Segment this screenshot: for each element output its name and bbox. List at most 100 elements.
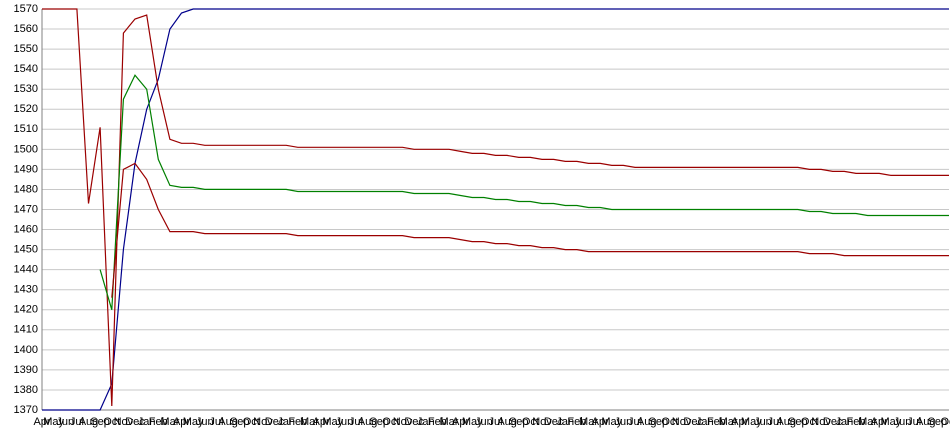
x-tick-label: Jan [835,416,853,428]
y-tick-label: 1560 [14,23,38,35]
x-tick-label: May [601,416,622,428]
x-tick-label: Feb [846,416,865,428]
x-tick-label: Aug [358,416,378,428]
x-tick-label: Jun [615,416,633,428]
x-tick-label: Aug [497,416,517,428]
x-tick-label: Apr [452,416,469,428]
x-tick-label: Nov [672,416,692,428]
x-tick-label: Jun [894,416,912,428]
x-tick-label: Oct [103,416,120,428]
y-tick-label: 1500 [14,143,38,155]
x-tick-label: Jul [209,416,223,428]
x-tick-label: Sep [509,416,529,428]
x-tick-label: Oct [243,416,260,428]
x-tick-label: Jul [488,416,502,428]
y-tick-label: 1570 [14,3,38,15]
x-tick-label: Nov [532,416,552,428]
x-tick-label: Jan [556,416,574,428]
x-tick-label: Apr [731,416,748,428]
x-tick-label: Jun [56,416,74,428]
x-tick-label: Mar [858,416,877,428]
x-tick-label: May [741,416,762,428]
x-tick-label: Nov [811,416,831,428]
x-tick-label: Jun [335,416,353,428]
x-tick-label: Apr [592,416,609,428]
y-tick-label: 1550 [14,43,38,55]
x-tick-label: Jul [907,416,921,428]
y-tick-label: 1390 [14,364,38,376]
x-tick-label: Feb [428,416,447,428]
x-tick-label: Nov [253,416,273,428]
x-tick-label: Aug [916,416,936,428]
x-tick-label: Nov [114,416,134,428]
y-tick-label: 1400 [14,344,38,356]
x-tick-label: Mar [160,416,179,428]
x-tick-label: Dec [125,416,145,428]
x-tick-label: Aug [79,416,99,428]
series-line [42,8,949,407]
x-tick-label: May [183,416,204,428]
x-tick-label: Jul [628,416,642,428]
x-tick-label: Aug [776,416,796,428]
y-tick-label: 1470 [14,203,38,215]
y-tick-label: 1420 [14,304,38,316]
x-tick-label: Apr [313,416,330,428]
y-tick-label: 1380 [14,384,38,396]
x-tick-label: Aug [637,416,657,428]
x-tick-label: Sep [788,416,808,428]
y-tick-label: 1410 [14,324,38,336]
x-tick-label: Feb [288,416,307,428]
x-tick-label: Feb [149,416,168,428]
y-tick-label: 1490 [14,163,38,175]
x-tick-label: Dec [404,416,424,428]
x-tick-label: Feb [567,416,586,428]
x-tick-label: May [43,416,64,428]
y-tick-label: 1480 [14,183,38,195]
x-tick-label: Jun [475,416,493,428]
y-tick-label: 1440 [14,264,38,276]
x-tick-label: May [462,416,483,428]
x-tick-label: Oct [382,416,399,428]
x-tick-label: Mar [300,416,319,428]
x-tick-label: Dec [544,416,564,428]
x-tick-label: Jan [417,416,435,428]
x-tick-label: Sep [369,416,389,428]
x-tick-label: Oct [522,416,539,428]
x-tick-label: Apr [173,416,190,428]
x-tick-label: Apr [871,416,888,428]
x-tick-label: Dec [823,416,843,428]
x-tick-label: Mar [719,416,738,428]
x-tick-label: Jan [277,416,295,428]
y-tick-label: 1530 [14,83,38,95]
x-tick-label: Oct [940,416,950,428]
series-line [42,8,949,411]
x-tick-label: Dec [683,416,703,428]
y-tick-label: 1370 [14,404,38,416]
y-tick-label: 1460 [14,223,38,235]
x-tick-label: Mar [579,416,598,428]
x-tick-label: Jun [196,416,214,428]
series-line [111,162,949,298]
x-tick-label: Sep [90,416,110,428]
x-tick-label: Jul [768,416,782,428]
x-tick-label: Nov [393,416,413,428]
x-tick-label: Sep [649,416,669,428]
x-tick-label: Jan [696,416,714,428]
x-tick-label: Sep [230,416,250,428]
x-tick-label: Feb [707,416,726,428]
y-tick-label: 1520 [14,103,38,115]
y-tick-label: 1510 [14,123,38,135]
x-tick-label: Sep [928,416,948,428]
x-tick-label: Apr [33,416,50,428]
x-tick-label: May [880,416,901,428]
x-tick-label: Mar [440,416,459,428]
series-line [99,74,949,310]
y-tick-label: 1540 [14,63,38,75]
x-tick-label: Aug [218,416,238,428]
x-tick-label: May [322,416,343,428]
x-tick-label: Jul [70,416,84,428]
x-tick-label: Jun [754,416,772,428]
x-tick-label: Jan [138,416,156,428]
y-tick-label: 1450 [14,244,38,256]
